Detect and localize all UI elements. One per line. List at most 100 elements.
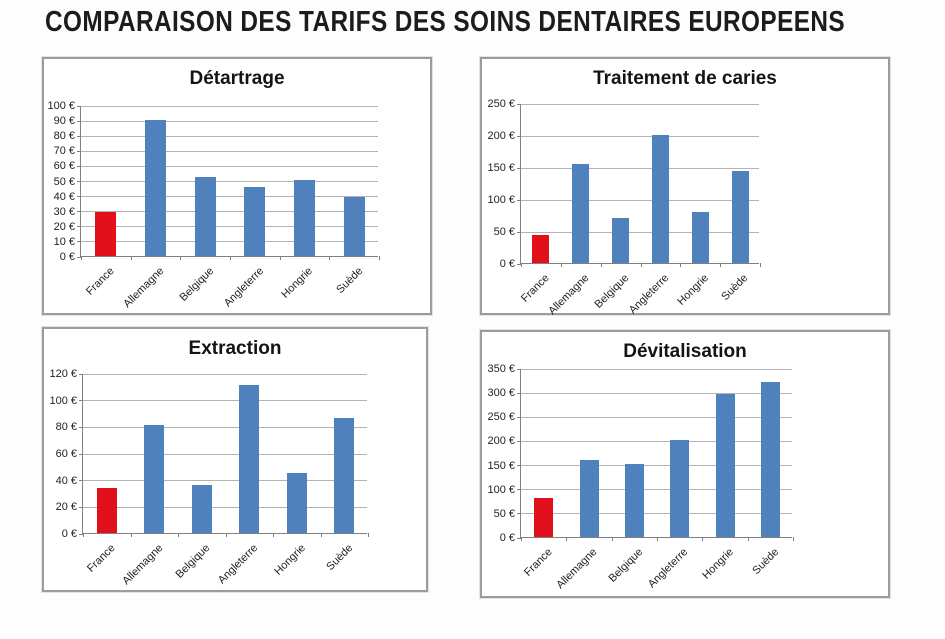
x-axis-label-belgique: Belgique xyxy=(606,546,646,585)
x-axis-tick-mark xyxy=(230,256,231,260)
y-axis-tick-mark xyxy=(77,241,81,243)
bar-hongrie xyxy=(692,212,709,263)
x-axis-tick-mark xyxy=(131,256,132,260)
y-axis-tick-label: 50 € xyxy=(493,507,515,520)
gridline xyxy=(521,513,792,515)
x-axis-label-france: France xyxy=(521,546,555,579)
y-axis-tick-mark xyxy=(79,426,83,428)
y-axis-tick-label: 0 € xyxy=(499,532,515,544)
y-axis-tick-mark xyxy=(79,533,83,535)
y-axis-tick-label: 50 € xyxy=(53,175,75,188)
y-axis-tick-mark xyxy=(517,167,521,169)
y-axis-tick-mark xyxy=(77,196,81,198)
gridline xyxy=(81,105,378,107)
bar-angleterre xyxy=(244,187,265,256)
x-axis-tick-mark xyxy=(81,256,82,260)
y-axis-tick-mark xyxy=(517,103,521,105)
y-axis-tick-label: 70 € xyxy=(53,145,75,158)
x-axis-label-belgique: Belgique xyxy=(592,272,632,311)
x-axis-label-suede: Suède xyxy=(334,265,366,296)
y-axis-tick-label: 150 € xyxy=(487,459,515,472)
y-axis-tick-label: 10 € xyxy=(53,235,75,248)
x-axis-tick-mark xyxy=(612,537,613,541)
gridline xyxy=(521,135,759,137)
gridline xyxy=(521,440,792,442)
y-axis-tick-label: 20 € xyxy=(55,501,77,514)
y-axis-tick-label: 80 € xyxy=(53,130,75,143)
x-axis-label-hongrie: Hongrie xyxy=(279,265,316,301)
x-axis-label-angleterre: Angleterre xyxy=(646,546,691,591)
x-axis-tick-mark xyxy=(521,537,522,541)
y-axis-tick-label: 200 € xyxy=(487,435,515,448)
x-axis-label-allemagne: Allemagne xyxy=(545,272,592,318)
chart-panel-detartrage: Détartrage 0 € 10 € 20 € 30 € 40 € 50 € 60 € 70… xyxy=(42,57,432,315)
x-axis-label-allemagne: Allemagne xyxy=(119,542,166,588)
bar-allemagne xyxy=(144,425,164,533)
gridline xyxy=(83,506,367,508)
bar-suede xyxy=(732,171,749,263)
y-axis-tick-mark xyxy=(517,199,521,201)
x-axis-label-angleterre: Angleterre xyxy=(626,272,671,317)
y-axis-tick-mark xyxy=(77,120,81,122)
x-axis-tick-mark xyxy=(273,533,274,537)
y-axis-tick-label: 60 € xyxy=(53,160,75,173)
y-axis-tick-mark xyxy=(77,256,81,258)
y-axis-tick-label: 100 € xyxy=(47,100,75,112)
bar-angleterre xyxy=(670,440,689,537)
x-axis-tick-mark xyxy=(329,256,330,260)
y-axis-tick-label: 250 € xyxy=(487,98,515,110)
y-axis-tick-mark xyxy=(77,211,81,213)
x-axis-tick-mark xyxy=(793,537,794,541)
x-axis-label-france: France xyxy=(518,272,552,305)
page-title: COMPARAISON DES TARIFS DES SOINS DENTAIR… xyxy=(45,6,846,38)
gridline xyxy=(521,103,759,105)
x-axis-label-angleterre: Angleterre xyxy=(215,542,261,587)
y-axis-tick-label: 350 € xyxy=(487,363,515,375)
plot-area: 0 € 50 € 100 € 150 € 200 € 250 € 300 € 350 € Fra… xyxy=(487,363,794,591)
x-axis-tick-mark xyxy=(657,537,658,541)
y-axis-tick-label: 100 € xyxy=(487,194,515,206)
y-axis-tick-label: 80 € xyxy=(55,421,77,434)
x-axis-tick-mark xyxy=(178,533,179,537)
chart-panel-devitalisation: Dévitalisation 0 € 50 € 100 € 150 € 200 € 250… xyxy=(480,330,890,598)
gridline xyxy=(521,368,792,370)
y-axis-tick-label: 120 € xyxy=(49,368,77,380)
x-axis-tick-mark xyxy=(226,533,227,537)
gridline xyxy=(81,211,378,213)
y-axis-tick-mark xyxy=(79,480,83,482)
gridline xyxy=(521,231,759,233)
y-axis-tick-label: 100 € xyxy=(487,483,515,496)
bar-france xyxy=(97,488,117,533)
y-axis-tick-mark xyxy=(79,506,83,508)
bar-france xyxy=(95,212,116,256)
gridline xyxy=(521,416,792,418)
chart-title-traitement-de-caries: Traitement de caries xyxy=(593,68,777,89)
gridline xyxy=(521,199,759,201)
x-axis-label-allemagne: Allemagne xyxy=(554,546,600,592)
bar-belgique xyxy=(625,464,644,537)
bar-france xyxy=(532,235,549,263)
gridline xyxy=(81,150,378,152)
plot-area: 0 € 20 € 40 € 60 € 80 € 100 € 120 € France Allem… xyxy=(49,368,369,587)
y-axis-tick-mark xyxy=(79,373,83,375)
chart-panel-traitement-de-caries: Traitement de caries 0 € 50 € 100 € 150 € 20… xyxy=(480,57,890,318)
y-axis-tick-label: 0 € xyxy=(59,251,75,263)
x-axis-tick-mark xyxy=(379,256,380,260)
gridline xyxy=(83,373,367,375)
bar-hongrie xyxy=(287,473,307,533)
gridline xyxy=(81,135,378,137)
x-axis-tick-mark xyxy=(641,263,642,267)
y-axis-tick-mark xyxy=(517,392,521,394)
y-axis-tick-label: 60 € xyxy=(55,448,77,460)
y-axis-tick-mark xyxy=(517,135,521,137)
y-axis-tick-mark xyxy=(517,513,521,515)
x-axis-label-hongrie: Hongrie xyxy=(674,272,711,308)
x-axis-label-france: France xyxy=(84,542,118,575)
x-axis-tick-mark xyxy=(521,263,522,267)
x-axis-tick-mark xyxy=(321,533,322,537)
x-axis-tick-mark xyxy=(280,256,281,260)
gridline xyxy=(83,426,367,428)
x-axis-label-suede: Suède xyxy=(324,542,356,573)
bar-suede xyxy=(344,197,365,256)
x-axis-tick-mark xyxy=(601,263,602,267)
